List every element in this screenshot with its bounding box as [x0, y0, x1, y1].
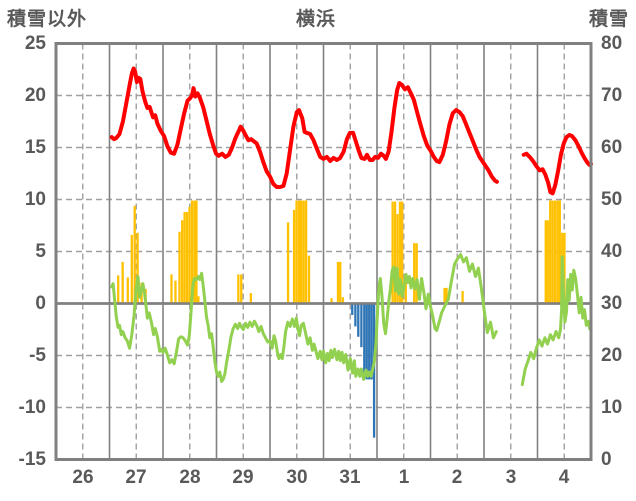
orange-bars-bar: [178, 231, 181, 304]
x-axis-day-label: 3: [505, 467, 517, 488]
x-axis-day-label: 29: [232, 467, 254, 488]
left-axis-tick-label: 5: [35, 241, 46, 262]
orange-bars-bar: [297, 200, 301, 304]
blue-bars-bar: [370, 303, 373, 380]
orange-bars-bar: [404, 282, 407, 304]
orange-bars-bar: [117, 275, 120, 304]
right-axis-tick-label: 80: [601, 33, 623, 54]
orange-bars-bar: [121, 261, 124, 304]
orange-bars-bar: [563, 232, 566, 304]
orange-bars-bar: [183, 211, 186, 304]
orange-bars-bar: [174, 280, 177, 304]
left-axis-tick-label: 25: [24, 33, 46, 54]
blue-bars-bar: [365, 303, 368, 380]
orange-bars-bar: [551, 200, 554, 304]
orange-bars-bar: [300, 200, 303, 304]
orange-bars-bar: [249, 293, 252, 304]
orange-bars-bar: [193, 200, 196, 304]
left-axis-tick-label: 15: [24, 137, 46, 158]
orange-bars-bar: [558, 200, 561, 304]
orange-bars-bar: [136, 232, 139, 304]
orange-bars-bar: [190, 200, 194, 304]
orange-bars-bar: [544, 220, 547, 304]
blue-bars-bar: [351, 303, 354, 315]
right-axis-tick-label: 60: [601, 137, 623, 158]
right-axis-tick-label: 40: [601, 241, 623, 262]
orange-bars-bar: [339, 261, 342, 304]
orange-bars-bar: [302, 200, 305, 304]
right-axis-title: 積雪: [588, 9, 629, 30]
x-axis-day-label: 28: [179, 467, 201, 488]
orange-bars-bar: [130, 234, 133, 304]
orange-bars-bar: [341, 297, 345, 304]
orange-bars-bar: [546, 220, 549, 304]
orange-bars-bar: [126, 277, 129, 304]
x-axis-day-label: 30: [286, 467, 308, 488]
x-axis-day-label: 2: [451, 467, 463, 488]
left-axis-title: 積雪以外: [7, 9, 88, 30]
green-line: [110, 253, 498, 383]
orange-bars-bar: [393, 201, 397, 304]
orange-bars-bar: [307, 255, 311, 304]
orange-bars-bar: [556, 200, 559, 304]
left-axis-tick-label: -5: [29, 345, 46, 366]
left-axis-tick-label: 0: [35, 293, 46, 314]
x-axis-day-label: 4: [558, 467, 570, 488]
left-axis-tick-label: 10: [24, 189, 46, 210]
orange-bars-bar: [396, 214, 399, 304]
blue-bars-bar: [354, 303, 357, 327]
orange-bars-bar: [240, 274, 243, 304]
right-axis-tick-label: 50: [601, 189, 623, 210]
orange-bars-bar: [461, 291, 464, 304]
orange-bars-bar: [549, 200, 552, 304]
right-axis-tick-label: 30: [601, 293, 623, 314]
orange-bars-bar: [286, 222, 290, 304]
orange-bars-bar: [443, 287, 446, 304]
orange-bars-bar: [197, 296, 200, 304]
orange-bars-bar: [415, 243, 418, 304]
orange-bars-bar: [188, 206, 191, 304]
orange-bars-bar: [181, 220, 184, 304]
orange-bars-bar: [445, 287, 448, 304]
orange-bars-bar: [401, 201, 404, 304]
left-axis-tick-label: 20: [24, 85, 46, 106]
x-axis-day-label: 31: [339, 467, 361, 488]
orange-bars-bar: [295, 200, 298, 304]
x-axis-day-label: 1: [398, 467, 410, 488]
orange-bars-bar: [391, 201, 394, 304]
red-line: [521, 133, 593, 196]
orange-bars-bar: [170, 274, 173, 304]
plot-border: [54, 42, 593, 461]
green-line: [520, 255, 593, 387]
right-axis-tick-label: 70: [601, 85, 623, 106]
orange-bars-bar: [133, 205, 136, 304]
blue-bars-bar: [357, 303, 360, 337]
orange-bars-bar: [553, 200, 557, 304]
orange-bars-bar: [304, 200, 308, 304]
left-axis-tick-label: -10: [18, 397, 46, 418]
orange-bars-bar: [330, 298, 333, 304]
orange-bars-bar: [185, 211, 189, 304]
orange-bars-bar: [398, 201, 402, 304]
blue-bars-bar: [372, 303, 376, 438]
orange-bars-bar: [237, 274, 240, 304]
right-axis-tick-label: 10: [601, 397, 623, 418]
left-axis-tick-label: -15: [18, 449, 46, 470]
orange-bars-bar: [413, 243, 416, 304]
blue-bars-bar: [363, 303, 366, 374]
right-axis-tick-label: 20: [601, 345, 623, 366]
orange-bars-bar: [195, 200, 198, 304]
red-line: [109, 66, 499, 189]
right-axis-tick-label: 0: [601, 449, 612, 470]
blue-bars-bar: [360, 303, 363, 348]
x-axis-day-label: 26: [72, 467, 94, 488]
blue-bars-bar: [368, 303, 371, 380]
orange-bars-bar: [292, 209, 296, 304]
orange-bars-bar: [336, 261, 340, 304]
chart-title: 横浜: [295, 9, 336, 30]
x-axis-day-label: 27: [125, 467, 147, 488]
